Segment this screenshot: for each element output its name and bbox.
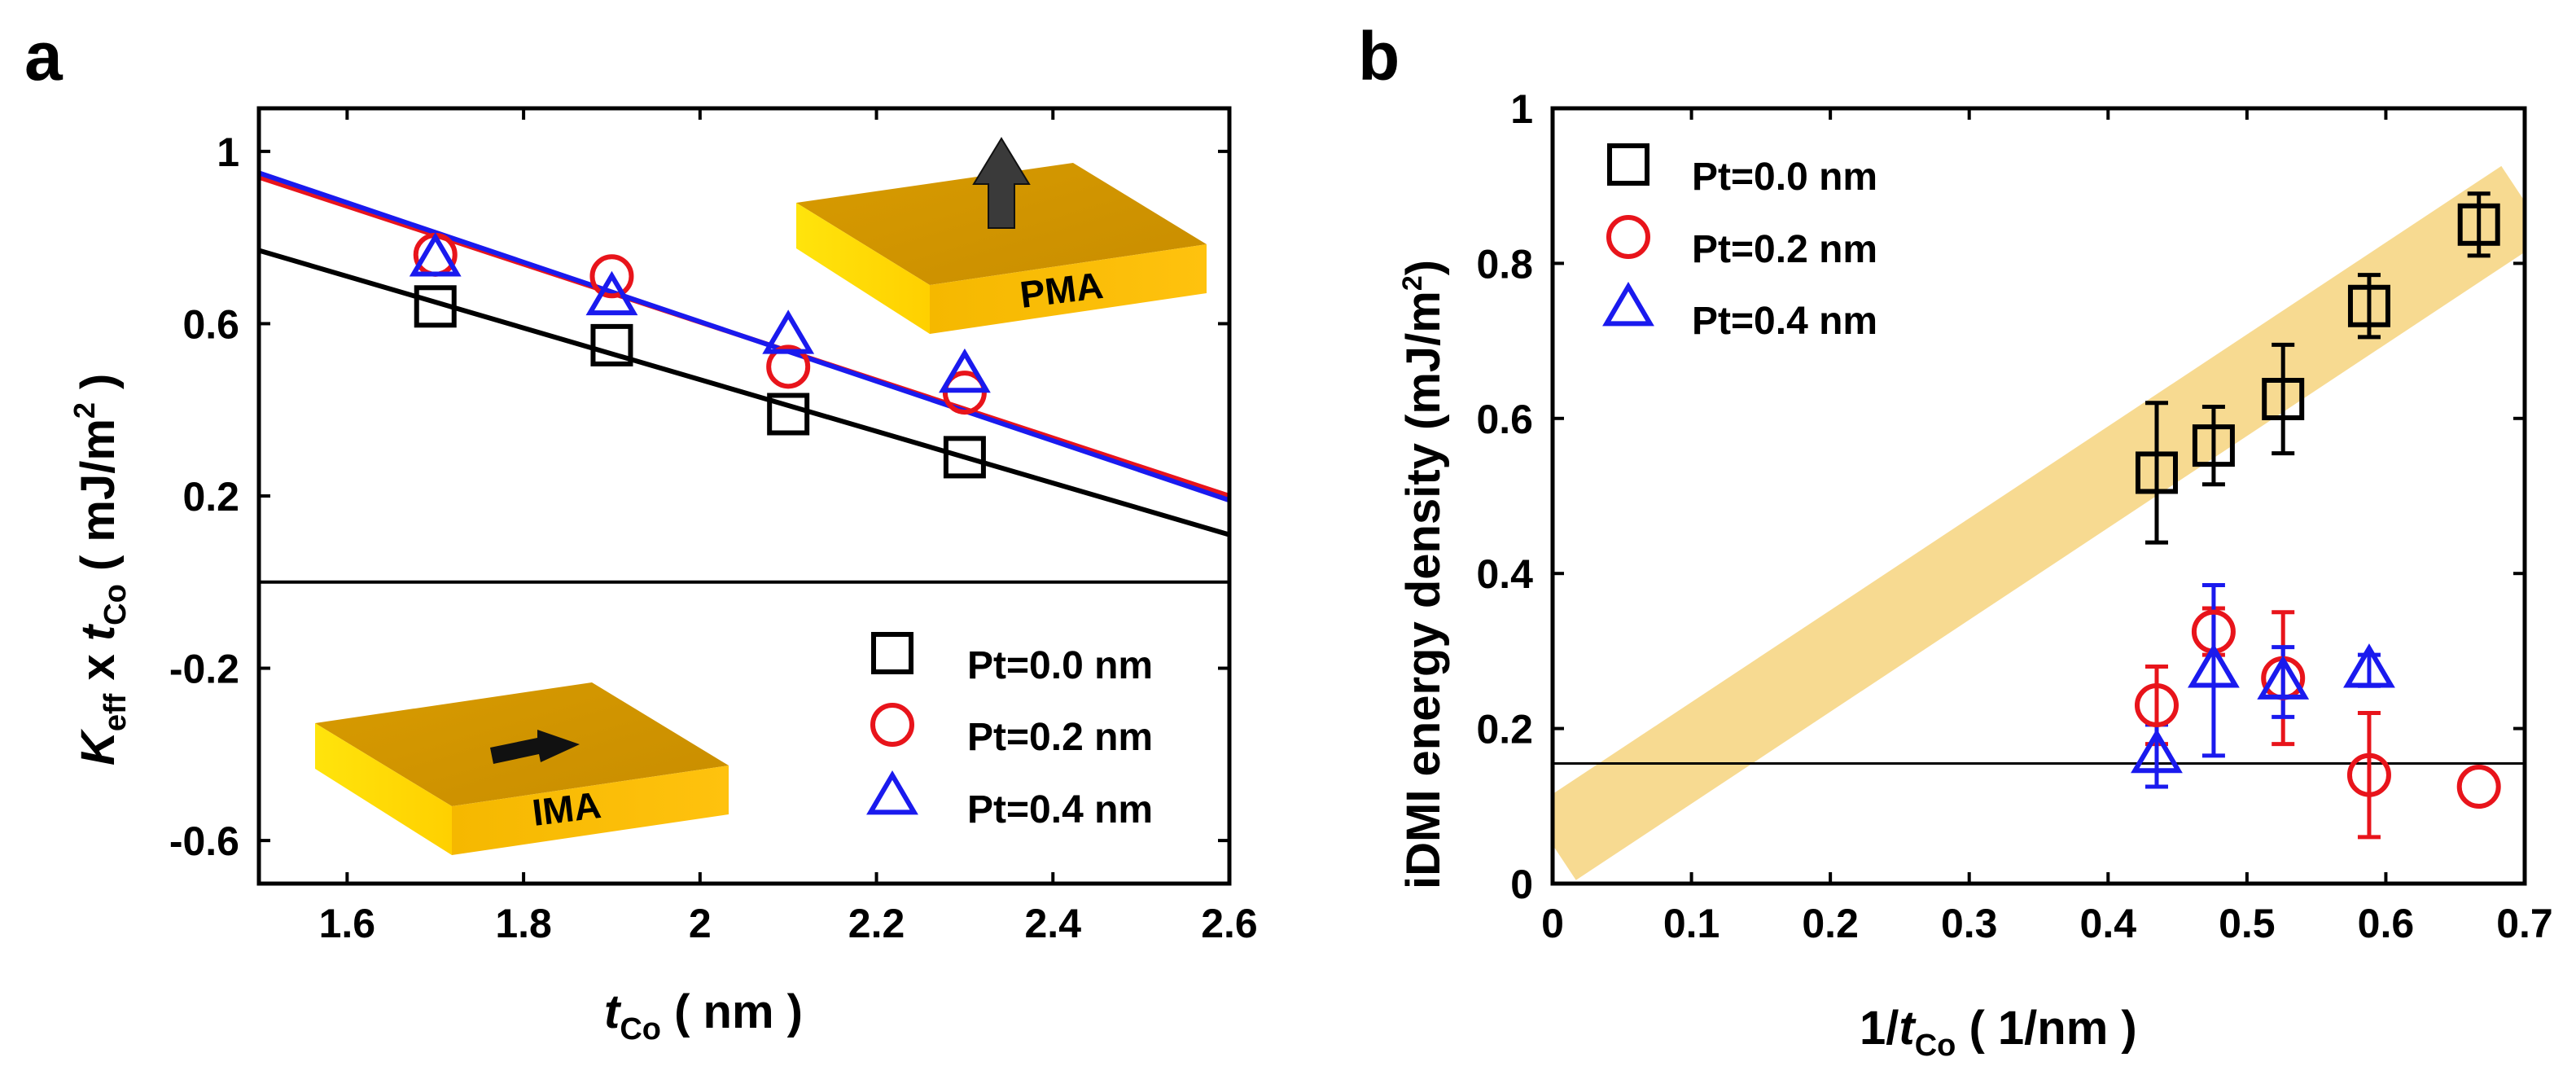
a-point-s0-1 [590, 323, 633, 366]
b-y-tick-label: 0.6 [1476, 397, 1533, 442]
a-point-s1-1 [589, 254, 634, 299]
panel-b: b 0 0.1 0.2 0.3 0.4 0.5 0.6 0.7 0 0.2 0.4 0.6 0.8 1 P… [1358, 18, 2553, 1063]
legend-b-marker-1 [1606, 215, 1650, 259]
b-x-tick-label: 0.4 [2080, 901, 2137, 946]
panel-a-ticks: 1.6 1.8 2 2.2 2.4 2.6 -0.6 -0.2 0.2 0.6 1 [169, 108, 1258, 946]
panel-a-legend-markers [866, 632, 918, 815]
a-point-s2-2 [762, 309, 815, 354]
legend-a-marker-1 [870, 703, 914, 747]
panel-b-frame [1550, 106, 2527, 886]
panel-a-x-axis-label: tCo ( nm ) [604, 985, 803, 1046]
inset-pma: PMA [796, 137, 1207, 334]
panel-a-y-axis-label: Keff x tCo ( mJ/m2 ) [68, 374, 133, 766]
panel-b-trend-band [1553, 165, 2525, 880]
inset-ima-label: IMA [530, 783, 603, 834]
b-point-s2-0 [2131, 728, 2183, 774]
panel-a: a 1.6 1.8 2 2.2 2.4 2.6 -0.6 -0.2 0.2 0.6 1 PMA IM… [24, 18, 1258, 1046]
panel-a-fit-lines [259, 170, 1229, 537]
panel-b-legend-markers [1602, 143, 1654, 327]
b-x-tick-label: 0.2 [1802, 901, 1859, 946]
b-x-tick-label: 0.3 [1941, 901, 1998, 946]
legend-a-marker-2 [866, 770, 918, 815]
a-x-tick-label: 2.2 [848, 901, 905, 946]
up-arrow-icon [972, 137, 1031, 229]
b-point-s0-2 [2262, 378, 2305, 420]
b-y-tick-label: 0.8 [1476, 241, 1533, 287]
a-point-s0-3 [943, 436, 986, 479]
panel-b-y-axis-label: iDMI energy density (mJ/m2) [1397, 260, 1450, 889]
pma-slab-right [930, 244, 1207, 334]
panel-a-plot-area [259, 170, 1229, 584]
pma-slab-left [796, 203, 930, 334]
legend-a-marker-0 [871, 632, 913, 674]
a-point-s2-3 [938, 348, 991, 393]
b-x-tick-label: 0.7 [2496, 901, 2553, 946]
panel-b-legend: Pt=0.0 nm Pt=0.2 nm Pt=0.4 nm [1602, 143, 1877, 343]
b-x-tick-label: 0.5 [2219, 901, 2276, 946]
panel-b-x-axis-label: 1/tCo ( 1/nm ) [1860, 1002, 2137, 1063]
a-point-s0-0 [414, 285, 457, 328]
b-point-s1-4 [2456, 765, 2501, 809]
legend-b-marker-0 [1607, 143, 1649, 186]
ima-slab-left [315, 723, 452, 855]
panel-a-frame [256, 106, 1232, 886]
a-y-tick-label: 0.6 [182, 301, 239, 347]
panel-b-plot-area [1553, 165, 2525, 880]
b-y-tick-label: 0.2 [1476, 707, 1533, 752]
b-point-s2-1 [2188, 643, 2240, 688]
panel-a-legend: Pt=0.0 nm Pt=0.2 nm Pt=0.4 nm [866, 632, 1153, 831]
a-point-s0-2 [767, 393, 810, 436]
b-point-s2-3 [2343, 643, 2395, 688]
b-point-s0-1 [2192, 424, 2235, 467]
fit-line-0 [259, 248, 1229, 537]
legend-b-label-2: Pt=0.4 nm [1692, 300, 1877, 343]
inset-ima: IMA [315, 682, 729, 855]
b-y-tick-label: 1 [1510, 86, 1533, 132]
a-y-tick-label: 0.2 [182, 474, 239, 520]
b-point-s0-4 [2457, 203, 2500, 246]
legend-a-label-0: Pt=0.0 nm [967, 644, 1153, 687]
panel-a-letter: a [24, 18, 64, 94]
a-y-tick-label: 1 [217, 129, 239, 175]
legend-a-label-2: Pt=0.4 nm [967, 788, 1153, 831]
b-y-tick-label: 0 [1510, 862, 1533, 907]
b-point-s0-3 [2347, 284, 2390, 327]
in-plane-arrow-icon [490, 730, 580, 764]
a-point-s2-0 [409, 232, 462, 277]
a-x-tick-label: 2.6 [1201, 901, 1258, 946]
panel-b-letter: b [1358, 18, 1400, 94]
b-point-s1-3 [2346, 752, 2391, 797]
b-point-s1-0 [2134, 683, 2179, 728]
b-point-s0-0 [2135, 451, 2178, 494]
b-x-tick-label: 0.1 [1663, 901, 1720, 946]
a-x-tick-label: 1.8 [495, 901, 552, 946]
panel-b-markers [2131, 203, 2501, 809]
legend-b-marker-2 [1602, 281, 1654, 327]
legend-b-label-0: Pt=0.0 nm [1692, 156, 1877, 199]
panel-a-markers [409, 232, 991, 479]
b-point-s2-2 [2257, 655, 2310, 700]
b-x-tick-label: 0.6 [2358, 901, 2415, 946]
fit-line-2 [259, 170, 1229, 503]
a-y-tick-label: -0.6 [169, 818, 239, 864]
a-point-s1-2 [766, 344, 811, 389]
a-x-tick-label: 1.6 [319, 901, 376, 946]
b-x-tick-label: 0 [1541, 901, 1564, 946]
a-x-tick-label: 2 [689, 901, 712, 946]
inset-pma-label: PMA [1018, 264, 1106, 316]
b-y-tick-label: 0.4 [1476, 551, 1533, 597]
legend-a-label-1: Pt=0.2 nm [967, 716, 1153, 759]
ima-slab-right [452, 766, 729, 855]
a-y-tick-label: -0.2 [169, 647, 239, 692]
a-x-tick-label: 2.4 [1025, 901, 1082, 946]
legend-b-label-1: Pt=0.2 nm [1692, 228, 1877, 271]
a-point-s2-1 [585, 270, 638, 316]
